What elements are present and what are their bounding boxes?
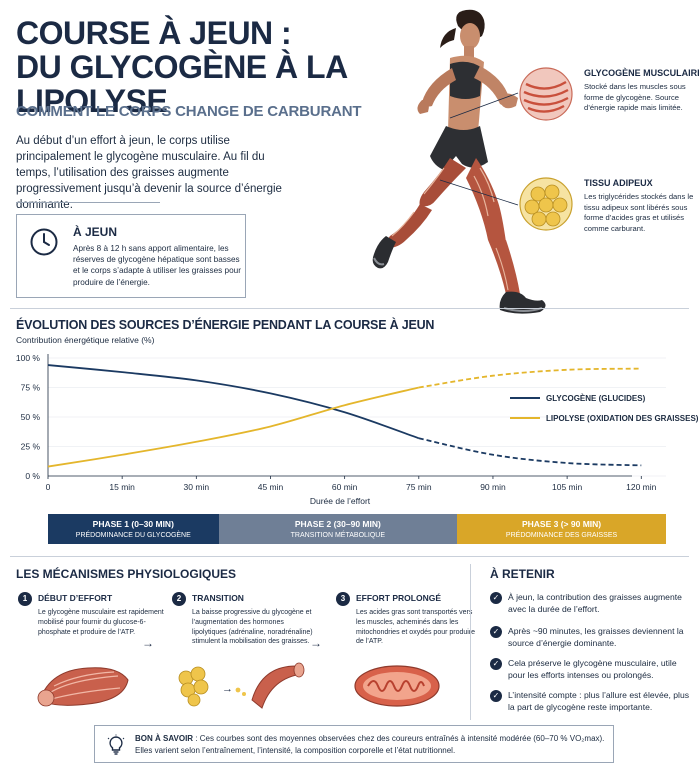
title-line-2: DU GLYCOGÈNE À LA LIPOLYSE xyxy=(16,49,347,119)
phase-title: PHASE 2 (30–90 MIN) xyxy=(294,519,381,529)
section-divider-bottom xyxy=(10,556,689,557)
x-tick-label: 15 min xyxy=(109,482,135,492)
phase-1: PHASE 1 (0–30 MIN) PRÉDOMINANCE DU GLYCOG… xyxy=(48,514,219,544)
y-tick-label: 25 % xyxy=(21,442,41,452)
phase-subtitle: PRÉDOMINANCE DU GLYCOGÈNE xyxy=(75,532,191,539)
x-tick-label: 120 min xyxy=(626,482,657,492)
step-number: 1 xyxy=(18,592,32,606)
series-line-2 xyxy=(47,386,420,468)
series-line-1-projection xyxy=(418,437,642,467)
step-number: 3 xyxy=(336,592,350,606)
callout-adipose-text: Les triglycérides stockés dans le tissu … xyxy=(584,192,694,233)
check-icon: ✓ xyxy=(490,658,502,670)
step-text: Les acides gras sont transportés vers le… xyxy=(356,609,476,646)
step-number: 2 xyxy=(172,592,186,606)
muscle-fiber-illustration xyxy=(37,667,129,707)
phase-2: PHASE 2 (30–90 MIN) TRANSITION MÉTABOLIQU… xyxy=(218,514,458,544)
lipolysis-illustration: → xyxy=(178,662,305,709)
phase-title: PHASE 1 (0–30 MIN) xyxy=(92,519,174,529)
fat-cells-icon xyxy=(519,177,573,231)
callout-adipose: TISSU ADIPEUX Les triglycérides stockés … xyxy=(518,176,698,246)
y-tick-label: 75 % xyxy=(21,383,41,393)
step-text: La baisse progressive du glycogène et l’… xyxy=(192,609,313,646)
clock-icon xyxy=(30,228,58,256)
series-line-1 xyxy=(47,364,420,440)
x-tick-label: 105 min xyxy=(552,482,583,492)
section-divider-top xyxy=(10,308,689,309)
retenir-item-text: Après ~90 minutes, les graisses devienne… xyxy=(508,626,684,649)
page-subtitle: COMMENT LE CORPS CHANGE DE CARBURANT xyxy=(16,103,362,120)
intro-paragraph: Au début d’un effort à jeun, le corps ut… xyxy=(16,135,282,211)
tip-label: BON À SAVOIR xyxy=(135,734,194,743)
x-tick-label: 60 min xyxy=(332,482,358,492)
lightbulb-icon xyxy=(107,734,125,755)
phase-3: PHASE 3 (> 90 MIN) PRÉDOMINANCE DES GRAIS… xyxy=(457,514,666,544)
y-tick-label: 100 % xyxy=(16,353,41,363)
page-title: COURSE À JEUN : DU GLYCOGÈNE À LA LIPOLY… xyxy=(16,16,436,118)
check-icon: ✓ xyxy=(490,592,502,604)
x-tick-label: 90 min xyxy=(480,482,506,492)
fasting-box-text: Après 8 à 12 h sans apport alimentaire, … xyxy=(73,244,241,287)
intro-divider xyxy=(16,202,160,203)
phase-subtitle: TRANSITION MÉTABOLIQUE xyxy=(290,532,386,539)
y-tick-label: 0 % xyxy=(25,471,40,481)
x-axis-label: Durée de l’effort xyxy=(310,496,371,506)
series-line-2-projection xyxy=(418,367,642,389)
runner-illustration xyxy=(372,9,546,314)
step-title: EFFORT PROLONGÉ xyxy=(356,593,441,603)
retenir-title: À RETENIR xyxy=(490,567,555,581)
callout-glycogen: GLYCOGÈNE MUSCULAIRE Stocké dans les mus… xyxy=(518,66,699,126)
retenir-item-text: L’intensité compte : plus l’allure est é… xyxy=(508,690,690,713)
arrow-right-icon: → xyxy=(142,636,154,650)
callout-adipose-title: TISSU ADIPEUX xyxy=(584,178,653,188)
svg-text:→: → xyxy=(222,683,233,695)
callout-glycogen-title: GLYCOGÈNE MUSCULAIRE xyxy=(584,68,699,78)
muscle-fiber-icon xyxy=(519,67,573,121)
legend-label: LIPOLYSE (OXIDATION DES GRAISSES) xyxy=(546,414,699,423)
column-divider xyxy=(470,564,471,720)
step-title: TRANSITION xyxy=(192,593,244,603)
tip-box: BON À SAVOIR : Ces courbes sont des moye… xyxy=(94,725,614,763)
mitochondria-illustration xyxy=(354,665,440,707)
tip-text: BON À SAVOIR : Ces courbes sont des moye… xyxy=(135,733,605,757)
check-icon: ✓ xyxy=(490,626,502,638)
retenir-item-text: À jeun, la contribution des graisses aug… xyxy=(508,592,682,615)
legend-label: GLYCOGÈNE (GLUCIDES) xyxy=(546,394,646,403)
step-title: DÉBUT D’EFFORT xyxy=(38,593,113,603)
x-tick-label: 0 xyxy=(46,482,51,492)
fasting-box-title: À JEUN xyxy=(73,225,118,239)
phase-bar: PHASE 1 (0–30 MIN) PRÉDOMINANCE DU GLYCOG… xyxy=(48,514,666,544)
energy-source-chart: 0 % 25 % 50 % 75 % 100 % 0 15 min 30 min 45 min 6… xyxy=(16,353,699,506)
arrow-right-icon: → xyxy=(310,636,322,650)
mechanisms-title: LES MÉCANISMES PHYSIOLOGIQUES xyxy=(16,567,237,581)
retenir-item-text: Cela préserve le glycogène musculaire, u… xyxy=(508,658,677,681)
callout-glycogen-text: Stocké dans les muscles sous forme de gl… xyxy=(584,82,686,113)
fasting-info-box: À JEUN Après 8 à 12 h sans apport alimen… xyxy=(16,214,246,298)
phase-title: PHASE 3 (> 90 MIN) xyxy=(521,519,602,529)
check-icon: ✓ xyxy=(490,690,502,702)
chart-title: ÉVOLUTION DES SOURCES D’ÉNERGIE PENDANT … xyxy=(16,318,435,332)
y-tick-label: 50 % xyxy=(21,412,41,422)
phase-subtitle: PRÉDOMINANCE DES GRAISSES xyxy=(505,532,618,539)
step-text: Le glycogène musculaire est rapidement m… xyxy=(38,609,164,636)
tip-body: : Ces courbes sont des moyennes observée… xyxy=(135,734,605,755)
x-tick-label: 30 min xyxy=(184,482,210,492)
chart-y-axis-label: Contribution énergétique relative (%) xyxy=(16,335,155,345)
title-line-1: COURSE À JEUN : xyxy=(16,15,292,51)
x-tick-label: 45 min xyxy=(258,482,284,492)
x-tick-label: 75 min xyxy=(406,482,432,492)
